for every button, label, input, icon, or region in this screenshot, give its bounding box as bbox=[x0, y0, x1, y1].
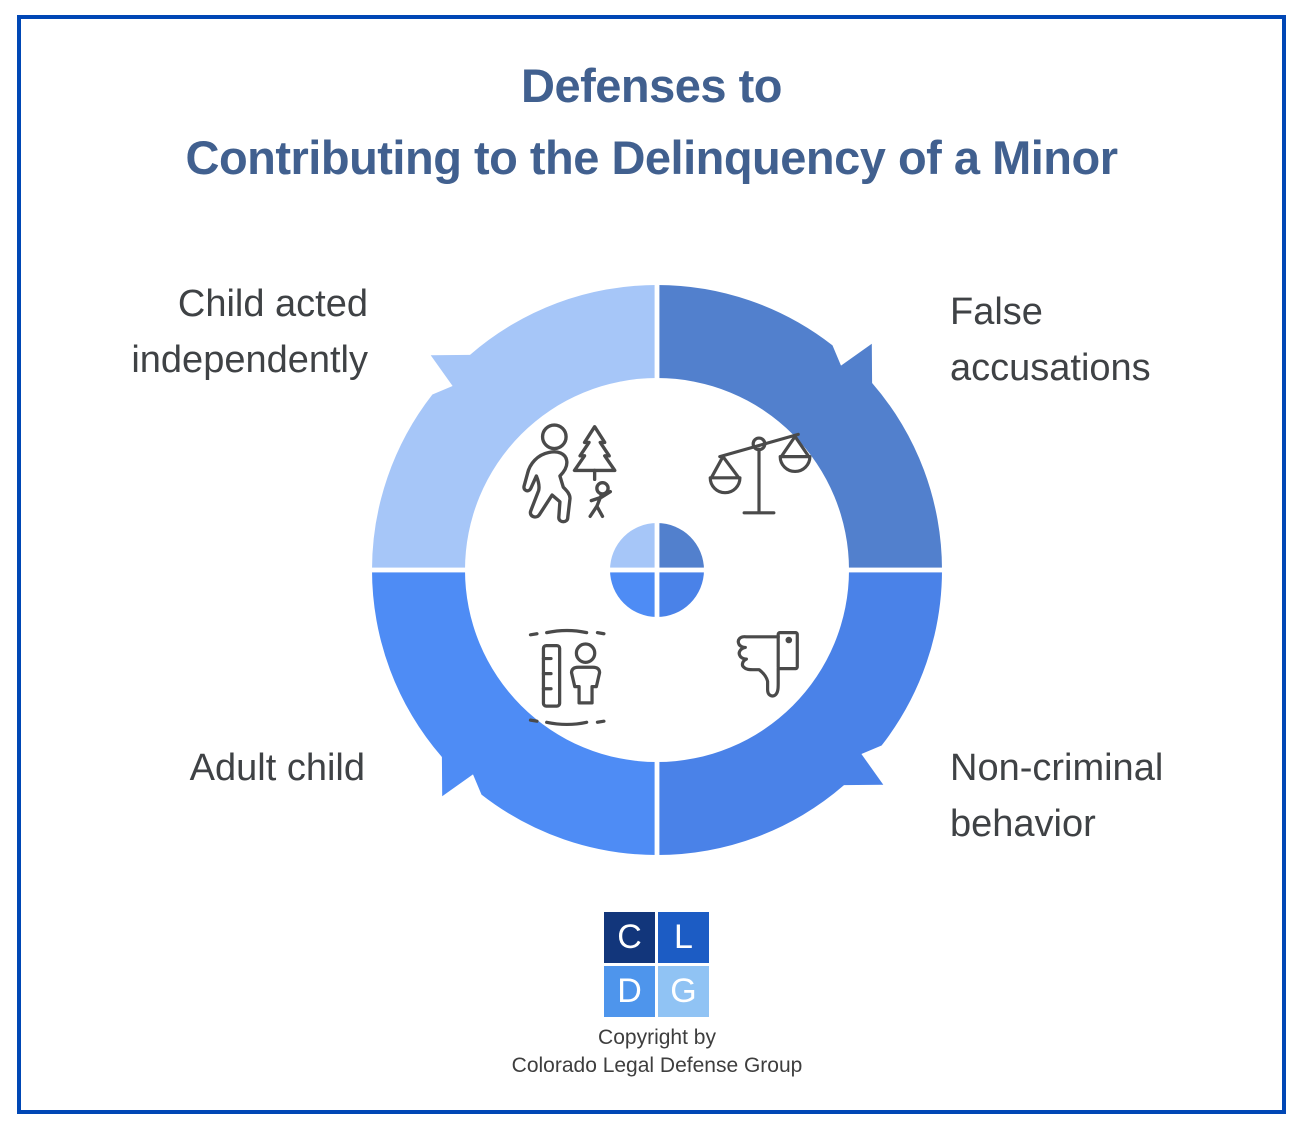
center-wheel-bottom-right bbox=[657, 570, 704, 617]
logo-square-d: D bbox=[604, 966, 655, 1017]
ring-quadrant-bottom-right bbox=[657, 570, 942, 855]
center-wheel-top-left bbox=[610, 523, 657, 570]
scales-of-justice-icon bbox=[702, 428, 816, 534]
label-adult-child: Adult child bbox=[189, 747, 365, 789]
logo-square-g: G bbox=[658, 966, 709, 1017]
cldg-logo: C L D G bbox=[604, 912, 709, 1017]
page-title: Defenses to Contributing to the Delinque… bbox=[0, 50, 1303, 194]
label-child-acted-independently: Child acted independently bbox=[131, 283, 368, 381]
logo-square-l: L bbox=[658, 912, 709, 963]
label-non-criminal-behavior: Non-criminal behavior bbox=[950, 747, 1164, 845]
copyright-text: Copyright by Colorado Legal Defense Grou… bbox=[512, 1024, 803, 1080]
center-wheel-top-right bbox=[657, 523, 704, 570]
page-border-frame bbox=[17, 15, 1286, 1114]
copyright-line-1: Copyright by bbox=[598, 1026, 716, 1049]
title-line-1: Defenses to bbox=[521, 59, 782, 112]
copyright-line-2: Colorado Legal Defense Group bbox=[511, 1054, 803, 1077]
ring-quadrant-bottom-left bbox=[371, 570, 657, 855]
label-false-accusations: False accusations bbox=[950, 291, 1151, 389]
ring-quadrant-top-left bbox=[371, 285, 657, 570]
height-ruler-person-icon bbox=[524, 622, 632, 734]
thumbs-down-icon bbox=[700, 622, 814, 728]
parent-child-tree-icon bbox=[512, 420, 628, 532]
center-wheel-bottom-left bbox=[610, 570, 657, 617]
ring-divider-horizontal bbox=[369, 567, 945, 573]
title-line-2: Contributing to the Delinquency of a Min… bbox=[185, 131, 1119, 184]
ring-quadrant-top-right bbox=[657, 285, 942, 570]
logo-square-c: C bbox=[604, 912, 655, 963]
